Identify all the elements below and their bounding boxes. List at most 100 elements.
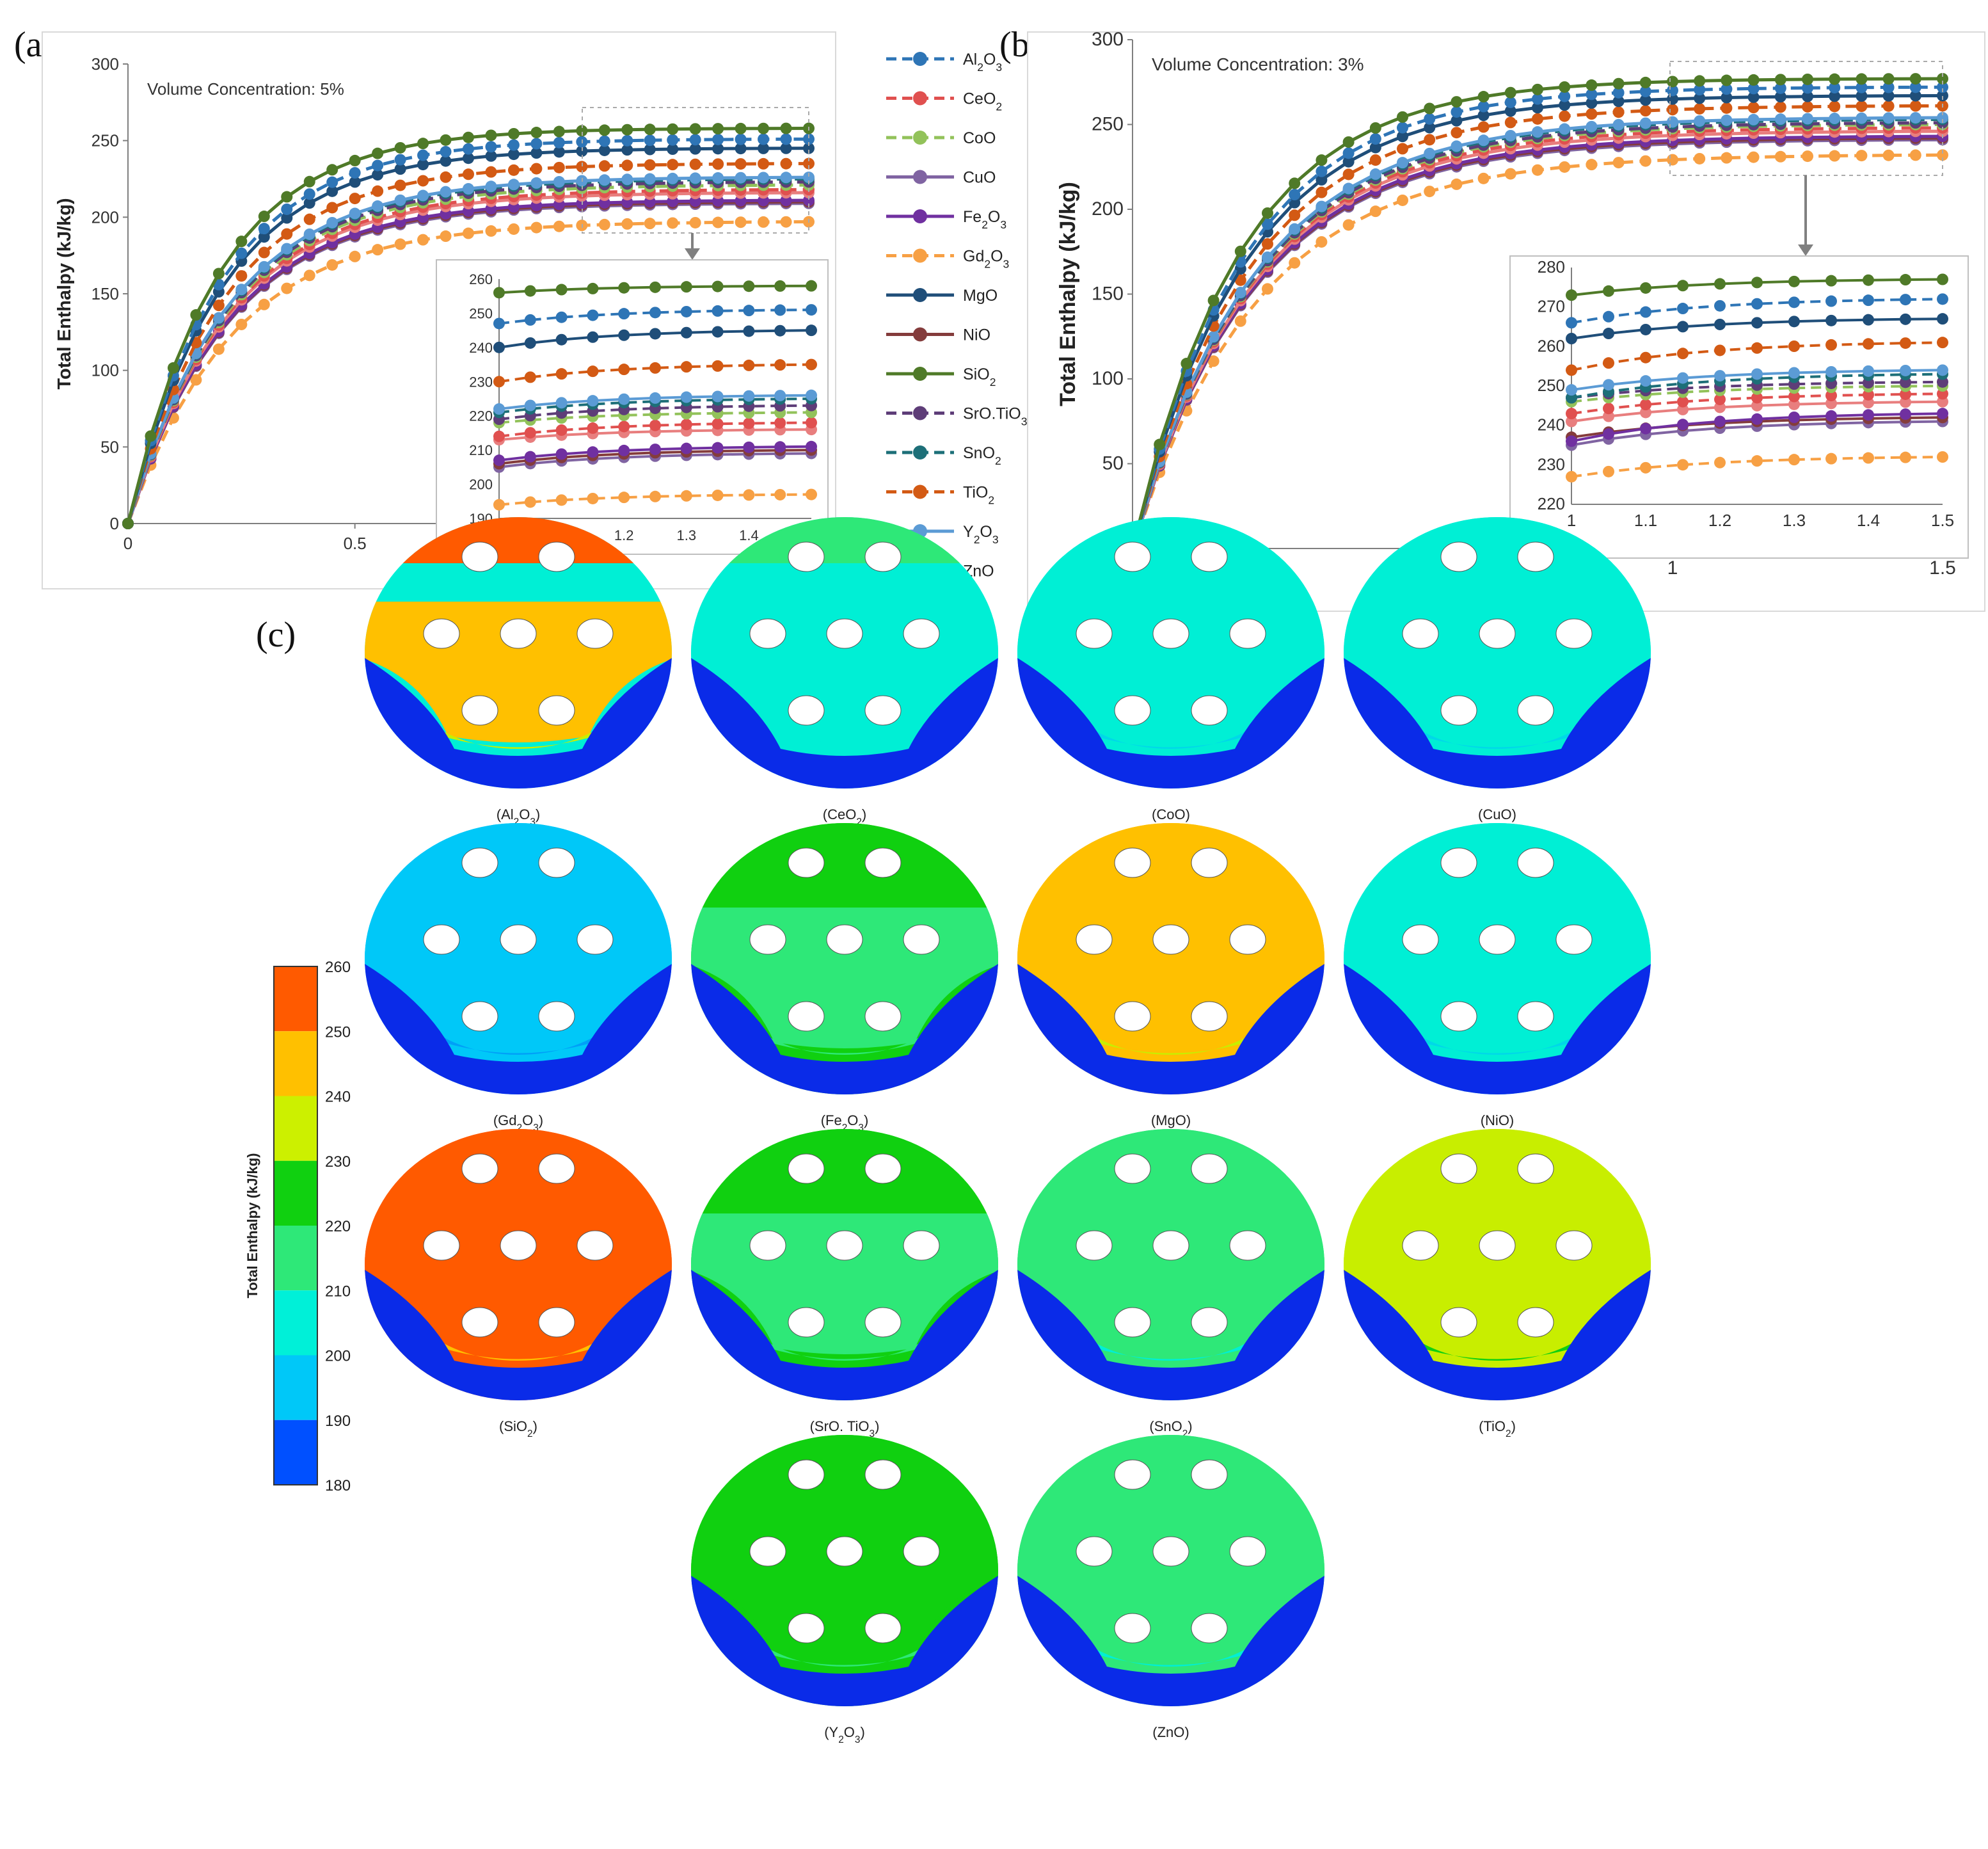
data-point (1342, 168, 1355, 180)
data-point (1856, 100, 1868, 113)
contour-plot: (NiO) (1344, 823, 1651, 1128)
inset-data-point (1863, 409, 1874, 421)
legend-item: Fe2O3 (886, 208, 1006, 231)
data-point (258, 223, 270, 235)
tube-hole (903, 924, 940, 955)
legend-item: TiO2 (886, 484, 994, 507)
data-point (463, 168, 474, 180)
data-point (417, 159, 429, 171)
contour-label: (CoO) (1152, 806, 1190, 822)
tube-hole (1555, 618, 1593, 649)
inset-data-point (774, 280, 786, 292)
data-point (758, 133, 770, 145)
data-point (1262, 283, 1273, 295)
colorbar-tick-label: 260 (325, 959, 351, 976)
contour-field (1344, 1129, 1651, 1400)
inset-data-point (1937, 337, 1948, 349)
data-point (1451, 115, 1463, 127)
inset-data-point (774, 417, 786, 429)
inset-data-point (1788, 316, 1800, 328)
data-point (667, 123, 679, 135)
legend-label: MgO (963, 287, 998, 305)
contour-cold-region (691, 658, 998, 788)
contour-top-region (1017, 1129, 1324, 1175)
data-point (1856, 90, 1868, 102)
tube-hole (1440, 847, 1477, 878)
data-point (1504, 105, 1516, 117)
data-point (553, 220, 565, 232)
colorbar-tick-label: 200 (325, 1348, 351, 1365)
legend-swatch-marker (913, 170, 927, 184)
tube-hole (423, 618, 460, 649)
contour-cold-region (365, 1270, 672, 1400)
inset-data-point (1788, 340, 1800, 352)
data-point (394, 179, 406, 191)
colorbar-band (274, 966, 317, 1032)
tube-hole (1402, 924, 1439, 955)
inset-data-point (649, 444, 661, 456)
data-point (644, 159, 656, 171)
data-point (1882, 100, 1895, 112)
inset-x-tick-label: 1.4 (1857, 511, 1880, 530)
contour-field (1017, 517, 1324, 788)
data-point (326, 202, 338, 214)
data-point (530, 221, 543, 234)
tube-hole (538, 1307, 575, 1338)
data-point (1747, 113, 1760, 125)
data-point (1451, 140, 1463, 152)
data-point (1532, 93, 1543, 105)
data-point (1694, 75, 1706, 87)
data-point (667, 217, 679, 229)
tube-hole (1191, 1001, 1228, 1032)
inset-data-point (493, 499, 505, 511)
y-axis-title: Total Enthalpy (kJ/kg) (54, 198, 75, 389)
data-point (1316, 186, 1328, 198)
inset-data-point (524, 399, 536, 412)
data-point (1504, 116, 1516, 129)
data-point (1477, 109, 1490, 122)
inset-data-point (1788, 296, 1800, 308)
tube-hole (1555, 1230, 1593, 1261)
data-point (1451, 96, 1463, 108)
data-point (281, 282, 293, 294)
inset-data-point (1751, 413, 1763, 425)
inset-data-point (1937, 376, 1948, 388)
data-point (303, 269, 315, 282)
data-point (235, 247, 248, 259)
data-point (689, 172, 701, 184)
data-point (1747, 101, 1760, 113)
data-point (281, 191, 293, 203)
data-point (1667, 154, 1678, 166)
inset-data-point (680, 419, 692, 431)
data-point (417, 175, 429, 187)
data-point (1289, 209, 1301, 221)
contour-field (1344, 823, 1651, 1094)
data-point (1532, 126, 1543, 138)
tube-hole (1191, 695, 1228, 726)
data-point (440, 146, 452, 158)
colorbar-band (274, 1226, 317, 1291)
inset-series-line-ceo2 (1571, 392, 1943, 415)
inset-data-point (1900, 294, 1911, 306)
data-point (485, 225, 497, 237)
inset-data-point (712, 326, 724, 338)
data-point (644, 218, 656, 230)
data-point (394, 238, 406, 250)
inset-data-point (680, 281, 692, 293)
data-point (1207, 355, 1220, 367)
inset-data-point (1788, 275, 1800, 287)
data-point (576, 161, 588, 173)
tube-hole (577, 618, 614, 649)
contour-cold-region (1017, 964, 1324, 1094)
data-point (1532, 102, 1543, 114)
zoom-region-box (582, 107, 809, 234)
inset-data-point (587, 446, 599, 458)
colorbar-outline (273, 966, 318, 1485)
colorbar-tick-label: 190 (325, 1413, 351, 1430)
y-axis-title: Total Enthalpy (kJ/kg) (1056, 182, 1080, 406)
data-point (212, 312, 225, 324)
inset-data-point (555, 284, 568, 296)
tube-hole (1076, 1230, 1113, 1261)
panel-label-c: (c) (256, 615, 296, 655)
inset-data-point (1714, 318, 1726, 330)
